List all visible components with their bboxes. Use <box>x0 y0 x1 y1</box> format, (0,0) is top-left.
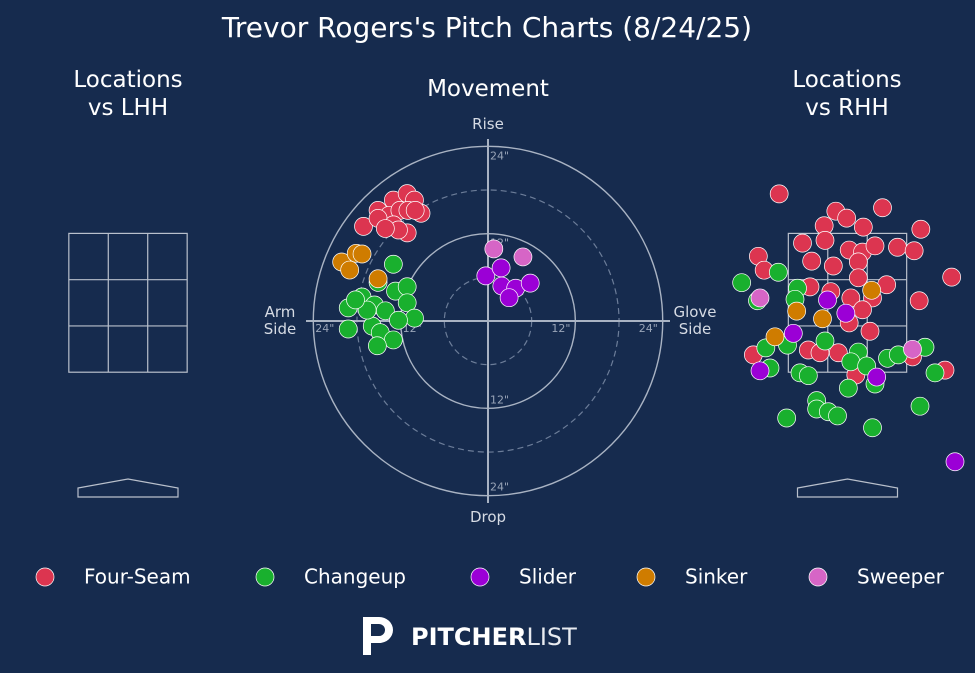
home-plate <box>77 478 179 498</box>
legend-marker <box>35 567 55 587</box>
pitch-point <box>823 256 843 276</box>
logo-text: PITCHERLIST <box>411 623 577 651</box>
zone-box <box>68 232 188 373</box>
ring-label: 24" <box>639 322 658 335</box>
pitch-point <box>793 233 812 253</box>
pitch-point <box>405 200 425 220</box>
pitch-point <box>818 290 837 310</box>
pitch-point <box>853 217 873 237</box>
pitch-point <box>405 308 424 328</box>
legend-label: Sinker <box>685 565 748 589</box>
pitch-point <box>909 291 929 311</box>
pitch-point <box>476 266 496 286</box>
pitch-point <box>484 239 504 259</box>
pitch-point <box>354 217 373 236</box>
ring-label: 24" <box>315 322 334 335</box>
pitch-point <box>888 237 907 257</box>
pitch-point <box>768 262 788 282</box>
pitch-point <box>340 260 360 280</box>
legend-label: Slider <box>519 565 577 589</box>
pitch-point <box>338 319 358 339</box>
ring-label: 24" <box>490 149 509 162</box>
ring-label: 12" <box>490 393 509 406</box>
pitch-point <box>802 251 822 271</box>
pitch-point <box>750 361 770 381</box>
pitch-point <box>769 184 789 204</box>
pitch-point <box>841 352 861 372</box>
pitch-point <box>765 327 785 347</box>
panel-title: Movement <box>427 76 549 102</box>
pitch-point <box>860 321 880 341</box>
logo-icon <box>363 617 393 655</box>
logo-bold: PITCHER <box>411 623 526 651</box>
pitch-point <box>389 310 408 330</box>
pitch-point <box>873 198 892 218</box>
legend-marker <box>808 567 828 587</box>
pitch-point <box>865 236 885 256</box>
pitch-point <box>777 408 797 428</box>
pitch-point <box>942 267 962 287</box>
axis-label: Glove Side <box>673 303 717 338</box>
pitch-point <box>367 336 387 356</box>
pitch-point <box>813 309 832 329</box>
pitch-point <box>848 268 868 288</box>
pitch-point <box>903 339 922 359</box>
pitch-point <box>815 331 835 351</box>
pitch-point <box>513 247 533 267</box>
pitch-point <box>397 277 417 297</box>
pitch-point <box>384 330 403 350</box>
pitch-point <box>945 452 965 472</box>
pitch-point <box>397 293 417 313</box>
ring-label: 12" <box>551 322 570 335</box>
legend-label: Sweeper <box>857 565 945 589</box>
pitch-point <box>750 288 770 308</box>
pitch-point <box>376 219 395 238</box>
chart-title: Trevor Rogers's Pitch Charts (8/24/25) <box>221 11 752 44</box>
axis-label: Rise <box>472 115 504 133</box>
pitch-point <box>838 378 858 398</box>
pitch-point <box>352 244 372 264</box>
pitch-point <box>910 396 930 416</box>
pitch-point <box>925 363 945 383</box>
pitch-point <box>384 254 403 274</box>
panel-title: Locations vs RHH <box>792 67 902 121</box>
pitch-point <box>783 323 803 343</box>
logo-light: LIST <box>526 623 577 651</box>
panel-title: Locations vs LHH <box>73 67 183 121</box>
strike-zone <box>68 232 188 373</box>
pitch-point <box>346 290 365 310</box>
pitch-point <box>815 230 835 250</box>
axis-label: Arm Side <box>263 303 297 338</box>
legend-label: Changeup <box>304 565 406 589</box>
legend-marker <box>255 567 275 587</box>
pitch-point <box>904 241 924 261</box>
ring-label: 24" <box>490 481 509 494</box>
pitch-point <box>499 288 519 308</box>
pitch-point <box>828 406 847 426</box>
axis-label: Drop <box>469 508 507 526</box>
pitch-point <box>911 219 931 239</box>
pitch-point <box>368 269 388 289</box>
home-plate <box>796 478 899 498</box>
pitch-point <box>798 366 818 386</box>
pitch-point <box>848 252 868 272</box>
pitch-point <box>853 300 872 320</box>
pitch-point <box>836 303 856 323</box>
pitch-point <box>787 301 807 321</box>
pitch-point <box>862 280 882 300</box>
pitch-point <box>520 273 540 293</box>
legend-marker <box>470 567 490 587</box>
logo: PITCHERLIST <box>363 617 577 655</box>
pitch-point <box>867 367 887 387</box>
pitch-point <box>863 418 882 438</box>
pitch-point <box>491 258 511 278</box>
pitch-point <box>837 208 857 228</box>
pitch-point <box>732 273 752 293</box>
legend-label: Four-Seam <box>84 565 191 589</box>
legend-marker <box>636 567 656 587</box>
